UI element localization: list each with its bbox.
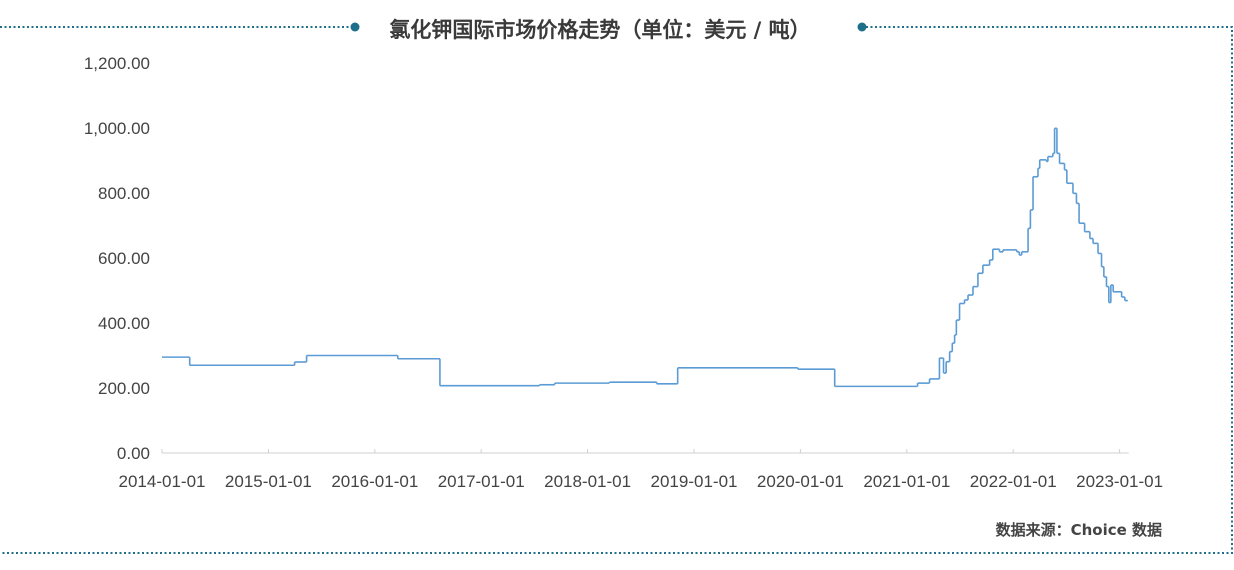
- x-tick-label: 2014-01-01: [119, 472, 206, 491]
- axes: 0.00 200.00 400.00 600.00 800.00 1,000.00 1,20…: [84, 54, 1163, 491]
- chart-frame: [0, 22, 1233, 554]
- x-tick-label: 2016-01-01: [331, 472, 418, 491]
- x-tick-label: 2022-01-01: [970, 472, 1057, 491]
- y-tick-label: 1,000.00: [84, 119, 150, 138]
- x-tick-label: 2019-01-01: [651, 472, 738, 491]
- x-tick-label: 2017-01-01: [438, 472, 525, 491]
- x-tick-label: 2020-01-01: [757, 472, 844, 491]
- y-tick-label: 0.00: [117, 444, 150, 463]
- plot-area: [162, 127, 1128, 388]
- y-tick-label: 600.00: [98, 249, 150, 268]
- y-tick-label: 400.00: [98, 314, 150, 333]
- data-source-note: 数据来源：Choice 数据: [995, 521, 1162, 539]
- chart-title: 氯化钾国际市场价格走势（单位：美元 / 吨）: [389, 18, 811, 42]
- y-tick-label: 1,200.00: [84, 54, 150, 73]
- x-tick-label: 2015-01-01: [225, 472, 312, 491]
- y-tick-label: 200.00: [98, 379, 150, 398]
- frame-dot-right: [857, 22, 867, 32]
- y-tick-label: 800.00: [98, 184, 150, 203]
- x-tick-label: 2018-01-01: [544, 472, 631, 491]
- x-tick-label: 2021-01-01: [863, 472, 950, 491]
- frame-line-right: [0, 26, 1233, 554]
- x-tick-label: 2023-01-01: [1076, 472, 1163, 491]
- frame-dot-left: [350, 22, 360, 32]
